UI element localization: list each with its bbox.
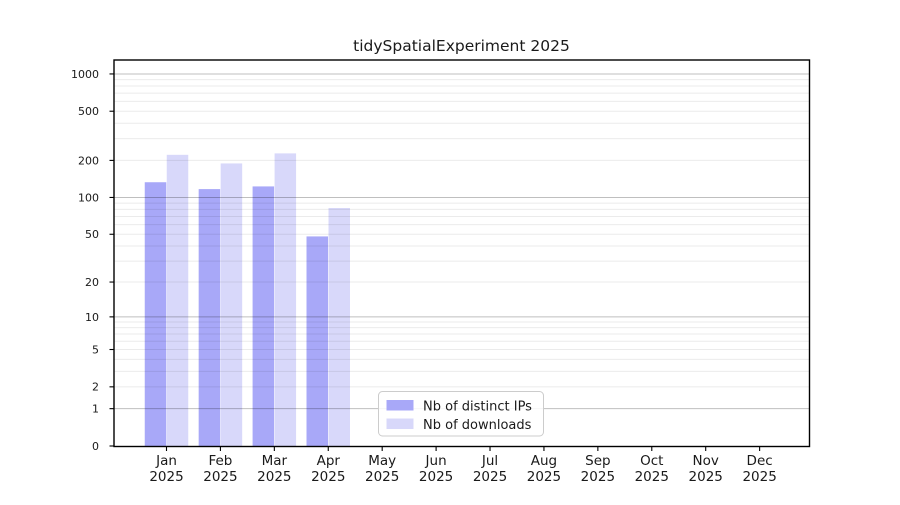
- bar-nb-of-distinct-ips-apr: [306, 236, 329, 446]
- bar-nb-of-distinct-ips-mar: [252, 186, 275, 447]
- x-tick-month-label: Aug: [531, 453, 557, 469]
- x-tick-month-label: Oct: [640, 453, 663, 469]
- x-tick-year-label: 2025: [311, 469, 345, 485]
- x-tick-year-label: 2025: [689, 469, 723, 485]
- tick-labels-group: 01251020501002005001000Jan2025Feb2025Mar…: [71, 68, 777, 485]
- y-tick-label: 2: [92, 381, 99, 394]
- x-tick-month-label: Nov: [693, 453, 719, 469]
- bars-group: [144, 153, 351, 447]
- y-tick-label: 10: [85, 311, 99, 324]
- legend-box: [378, 391, 544, 437]
- y-tick-label: 500: [78, 105, 99, 118]
- x-tick-year-label: 2025: [581, 469, 615, 485]
- x-tick-year-label: 2025: [149, 469, 183, 485]
- bar-nb-of-downloads-mar: [274, 153, 297, 446]
- y-tick-label: 0: [92, 440, 99, 453]
- x-tick-month-label: Jan: [155, 453, 177, 469]
- x-tick-year-label: 2025: [365, 469, 399, 485]
- x-tick-month-label: Apr: [317, 453, 341, 469]
- legend-swatch-distinct-ips-icon: [386, 400, 414, 411]
- y-tick-label: 20: [85, 276, 99, 289]
- bar-nb-of-downloads-apr: [328, 208, 351, 446]
- x-tick-year-label: 2025: [527, 469, 561, 485]
- y-tick-label: 100: [78, 191, 99, 204]
- x-tick-year-label: 2025: [635, 469, 669, 485]
- chart-title: tidySpatialExperiment 2025: [353, 37, 570, 55]
- y-tick-label: 200: [78, 154, 99, 167]
- bar-nb-of-distinct-ips-jan: [144, 182, 167, 447]
- bar-nb-of-downloads-jan: [166, 154, 189, 446]
- plot-border: [113, 59, 811, 448]
- x-tick-year-label: 2025: [473, 469, 507, 485]
- y-tick-label: 50: [85, 228, 99, 241]
- x-tick-year-label: 2025: [203, 469, 237, 485]
- x-tick-year-label: 2025: [419, 469, 453, 485]
- legend: Nb of distinct IPs Nb of downloads: [378, 391, 544, 437]
- bar-nb-of-distinct-ips-feb: [198, 189, 221, 446]
- y-tick-label: 5: [92, 343, 99, 356]
- x-tick-month-label: Feb: [208, 453, 232, 469]
- legend-swatch-downloads-icon: [386, 418, 414, 429]
- x-tick-month-label: Dec: [747, 453, 773, 469]
- x-tick-month-label: Jun: [425, 453, 447, 469]
- y-tick-label: 1000: [71, 68, 99, 81]
- x-tick-year-label: 2025: [742, 469, 776, 485]
- axes-group: [109, 73, 761, 451]
- x-tick-month-label: May: [368, 453, 396, 469]
- y-tick-label: 1: [92, 403, 99, 416]
- legend-label-downloads: Nb of downloads: [423, 418, 532, 433]
- legend-label-distinct-ips: Nb of distinct IPs: [423, 400, 532, 415]
- x-tick-year-label: 2025: [257, 469, 291, 485]
- x-tick-month-label: Mar: [262, 453, 288, 469]
- bar-nb-of-downloads-feb: [220, 163, 243, 446]
- x-tick-month-label: Sep: [585, 453, 610, 469]
- x-tick-month-label: Jul: [481, 453, 498, 469]
